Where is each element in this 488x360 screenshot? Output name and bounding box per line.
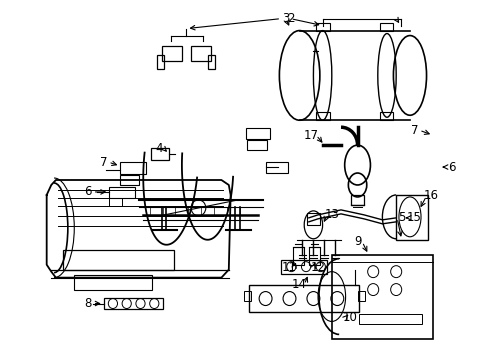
Text: 12: 12: [310, 261, 325, 274]
Bar: [120, 162, 146, 174]
Bar: [162, 45, 182, 62]
Text: 4: 4: [155, 141, 163, 155]
Bar: [281, 260, 326, 274]
Bar: [243, 291, 250, 301]
Bar: [74, 275, 152, 289]
Text: 3: 3: [282, 12, 289, 25]
Text: 2: 2: [286, 12, 294, 25]
Bar: [109, 187, 135, 198]
Bar: [379, 23, 393, 31]
Bar: [191, 45, 211, 62]
Bar: [331, 255, 432, 339]
Text: 15: 15: [407, 211, 421, 224]
Bar: [265, 162, 287, 173]
Bar: [248, 285, 359, 312]
Bar: [293, 247, 304, 265]
Bar: [63, 250, 173, 270]
Bar: [120, 175, 139, 185]
Bar: [308, 247, 319, 265]
Bar: [379, 112, 393, 120]
Text: 16: 16: [423, 189, 438, 202]
Bar: [395, 195, 427, 240]
Text: 13: 13: [324, 208, 339, 221]
Bar: [207, 55, 215, 69]
Bar: [316, 112, 329, 120]
Text: 7: 7: [100, 156, 107, 168]
Text: 17: 17: [304, 129, 318, 142]
Text: 1: 1: [486, 66, 488, 79]
Text: 14: 14: [291, 278, 306, 291]
Text: 6: 6: [84, 185, 92, 198]
Bar: [350, 195, 363, 205]
Bar: [246, 128, 270, 139]
Text: 9: 9: [353, 235, 361, 248]
Bar: [109, 198, 122, 206]
Bar: [306, 213, 319, 225]
Text: 10: 10: [342, 311, 357, 324]
Bar: [359, 315, 421, 324]
Text: 8: 8: [84, 297, 92, 310]
Bar: [103, 298, 163, 310]
Bar: [357, 291, 364, 301]
Text: 11: 11: [282, 261, 296, 274]
Bar: [246, 140, 267, 150]
Text: 7: 7: [410, 124, 417, 137]
Bar: [150, 148, 169, 160]
Bar: [316, 23, 329, 31]
Text: 6: 6: [447, 161, 454, 174]
Bar: [157, 55, 164, 69]
Text: 5: 5: [397, 211, 405, 224]
